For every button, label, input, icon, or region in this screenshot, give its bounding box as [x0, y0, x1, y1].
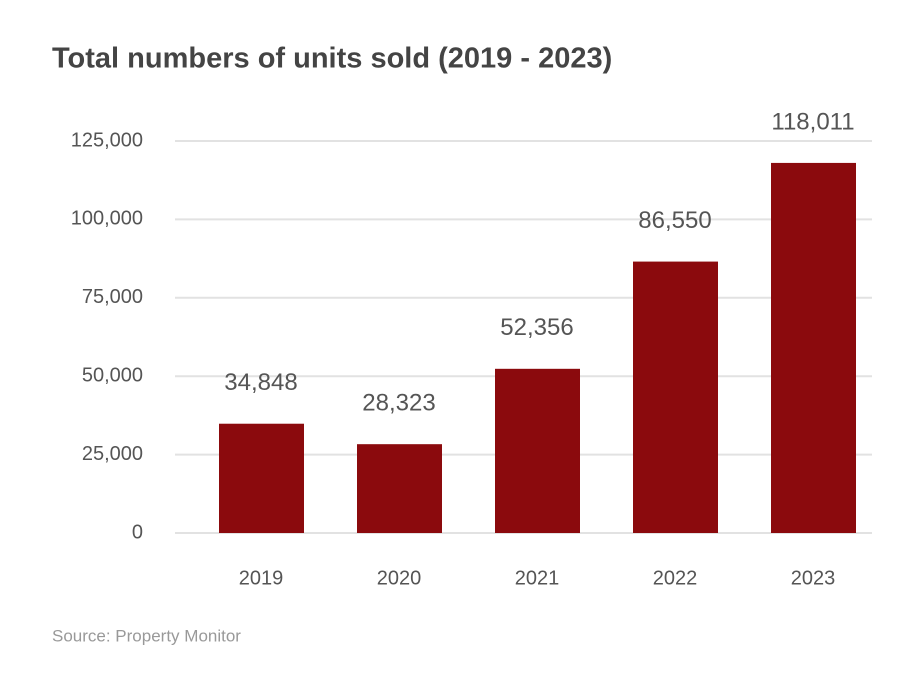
y-tick-label: 0 [132, 521, 143, 543]
y-tick-label: 100,000 [71, 208, 143, 230]
bar [357, 444, 442, 533]
value-label: 118,011 [771, 108, 854, 135]
value-label: 34,848 [224, 369, 297, 396]
source-note: Source: Property Monitor [52, 626, 241, 645]
x-tick-label: 2019 [239, 567, 284, 589]
x-tick-label: 2020 [377, 567, 422, 589]
bar [771, 162, 856, 533]
value-label: 52,356 [500, 314, 573, 341]
y-tick-label: 25,000 [82, 443, 143, 465]
x-tick-label: 2023 [791, 567, 836, 589]
bar [219, 423, 304, 533]
x-tick-label: 2021 [515, 567, 560, 589]
bar [633, 261, 718, 533]
x-tick-label: 2022 [653, 567, 698, 589]
value-label: 28,323 [362, 390, 435, 417]
chart-title: Total numbers of units sold (2019 - 2023… [52, 43, 612, 75]
bar [495, 368, 580, 533]
value-label: 86,550 [638, 207, 711, 234]
y-tick-label: 75,000 [82, 286, 143, 308]
y-tick-label: 125,000 [71, 129, 143, 151]
y-tick-label: 50,000 [82, 364, 143, 386]
